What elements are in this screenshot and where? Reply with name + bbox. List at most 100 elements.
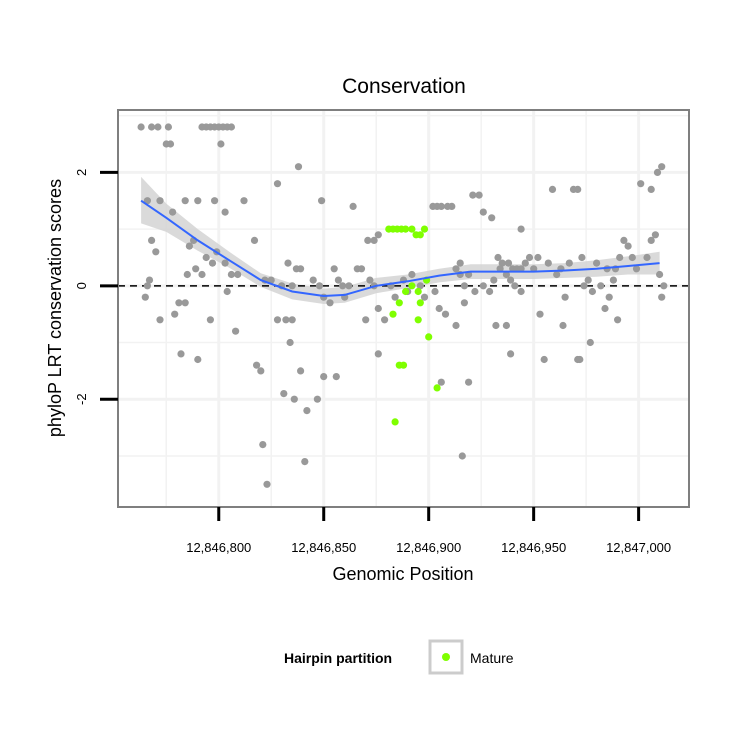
other-point	[553, 270, 561, 279]
other-point	[458, 452, 466, 460]
other-point	[536, 310, 544, 318]
other-point	[521, 259, 529, 267]
other-point	[593, 259, 601, 267]
other-point	[332, 373, 340, 381]
other-point	[465, 378, 473, 386]
other-point	[183, 270, 191, 279]
mature-point	[399, 361, 408, 369]
other-point	[152, 248, 160, 256]
other-point	[502, 270, 510, 279]
other-point	[284, 259, 292, 267]
other-point	[605, 293, 613, 301]
other-point	[232, 327, 240, 335]
other-point	[154, 123, 162, 131]
other-point	[290, 395, 298, 403]
mature-point	[402, 225, 410, 233]
other-point	[502, 321, 510, 330]
other-point	[345, 282, 353, 290]
other-point	[198, 270, 206, 279]
other-point	[148, 236, 156, 244]
other-point	[490, 276, 498, 284]
other-point	[320, 373, 328, 381]
mature-point	[395, 299, 403, 307]
y-axis: -2 0 2	[74, 169, 118, 405]
other-point	[181, 197, 189, 205]
other-point	[469, 191, 477, 199]
other-point	[647, 185, 655, 193]
other-point	[326, 299, 334, 307]
other-point	[357, 265, 366, 273]
mature-point	[420, 225, 429, 233]
other-point	[221, 259, 229, 267]
other-point	[479, 208, 487, 216]
other-point	[653, 168, 662, 176]
other-point	[294, 163, 303, 171]
other-point	[647, 236, 655, 244]
other-point	[620, 236, 628, 244]
other-point	[194, 355, 202, 364]
other-point	[334, 276, 342, 284]
other-point	[273, 180, 282, 188]
other-point	[240, 197, 248, 205]
plot-panel	[117, 109, 690, 508]
other-point	[651, 231, 660, 239]
mature-point	[408, 282, 416, 290]
other-point	[601, 304, 609, 313]
other-point	[202, 253, 210, 262]
other-point	[448, 202, 456, 210]
other-point	[437, 378, 445, 386]
other-point	[517, 287, 525, 296]
other-point	[559, 321, 567, 330]
other-point	[227, 270, 235, 279]
other-point	[452, 265, 460, 273]
other-point	[574, 185, 582, 193]
other-point	[609, 276, 618, 284]
other-point	[420, 293, 429, 301]
other-point	[221, 208, 229, 216]
other-point	[576, 355, 584, 364]
other-point	[452, 321, 460, 330]
other-point	[517, 265, 525, 273]
other-point	[169, 208, 177, 216]
plot-border	[117, 109, 690, 508]
other-point	[234, 270, 242, 279]
other-point	[362, 316, 370, 324]
other-point	[471, 287, 479, 296]
x-axis: 12,846,800 12,846,850 12,846,900 12,846,950…	[186, 507, 671, 555]
other-point	[315, 282, 324, 290]
other-point	[511, 282, 519, 290]
other-point	[330, 265, 338, 273]
other-point	[656, 270, 664, 279]
other-point	[156, 316, 164, 324]
y-tick-label: 2	[74, 169, 89, 176]
other-point	[288, 282, 296, 290]
other-point	[517, 225, 525, 233]
other-point	[143, 282, 151, 290]
other-point	[273, 316, 282, 324]
other-point	[156, 197, 164, 205]
other-point	[223, 287, 231, 296]
mature-point	[425, 333, 433, 341]
other-point	[288, 316, 296, 324]
other-point	[164, 123, 172, 131]
mature-point	[416, 231, 424, 239]
other-point	[488, 214, 496, 222]
smooth-curve	[140, 199, 660, 298]
mature-point	[414, 316, 422, 324]
other-point	[303, 407, 311, 415]
other-point	[263, 480, 271, 488]
x-axis-title: Genomic Position	[332, 564, 473, 584]
mature-point	[408, 225, 416, 233]
mature-point	[414, 287, 422, 296]
other-point	[460, 299, 468, 307]
other-point	[145, 276, 154, 284]
other-point	[253, 361, 261, 369]
other-point	[578, 253, 586, 262]
other-point	[250, 236, 259, 244]
other-point	[370, 236, 378, 244]
x-tick-label: 12,846,800	[186, 540, 251, 555]
x-tick-label: 12,846,850	[291, 540, 356, 555]
other-point	[507, 350, 515, 358]
mature-point	[389, 310, 397, 318]
